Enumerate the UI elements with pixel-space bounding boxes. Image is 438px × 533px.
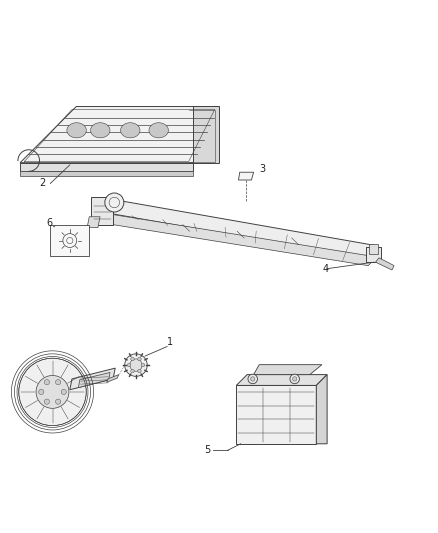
Polygon shape [87,217,100,228]
Polygon shape [106,375,119,382]
Polygon shape [149,123,168,138]
Circle shape [19,358,86,426]
Polygon shape [193,107,219,163]
Text: 5: 5 [204,445,210,455]
Polygon shape [238,172,254,180]
Circle shape [56,379,61,385]
Polygon shape [20,107,219,163]
Circle shape [39,389,44,394]
Polygon shape [375,258,394,270]
Text: 1: 1 [167,337,173,347]
Circle shape [44,379,49,385]
Circle shape [131,369,134,373]
Polygon shape [366,247,381,262]
Circle shape [44,399,49,404]
Circle shape [248,374,258,384]
Circle shape [293,377,297,381]
Circle shape [138,369,141,373]
Circle shape [251,377,255,381]
Circle shape [56,399,61,404]
Polygon shape [67,123,86,138]
Text: 4: 4 [323,264,329,273]
Text: 6: 6 [46,218,52,228]
Circle shape [138,357,141,361]
Polygon shape [104,215,377,265]
Circle shape [130,359,142,372]
Polygon shape [91,123,110,138]
Circle shape [125,354,147,376]
Polygon shape [254,365,322,375]
Polygon shape [70,368,115,390]
Polygon shape [78,373,110,387]
Circle shape [36,375,69,408]
Text: 3: 3 [259,164,265,174]
Polygon shape [236,375,327,385]
Circle shape [290,374,300,384]
Polygon shape [104,199,377,259]
Polygon shape [20,163,193,172]
Circle shape [131,357,134,361]
Polygon shape [120,123,140,138]
Circle shape [105,193,124,212]
Polygon shape [316,375,327,444]
Polygon shape [370,244,378,254]
Circle shape [61,389,66,394]
Polygon shape [236,385,316,444]
Polygon shape [20,172,193,176]
Text: 2: 2 [39,179,46,189]
Circle shape [141,364,145,367]
FancyBboxPatch shape [50,225,89,256]
Polygon shape [92,197,113,225]
Circle shape [127,364,131,367]
